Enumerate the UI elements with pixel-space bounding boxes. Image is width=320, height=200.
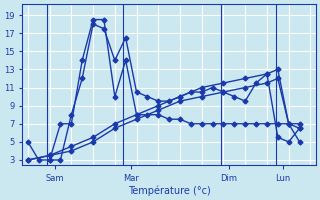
X-axis label: Température (°c): Température (°c)	[128, 185, 211, 196]
